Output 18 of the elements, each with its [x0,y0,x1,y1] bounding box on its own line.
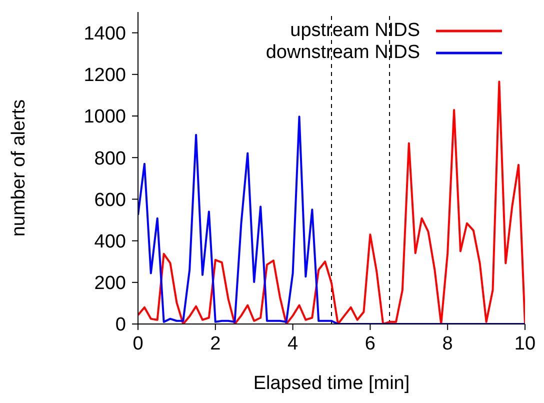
x-tick-label: 6 [364,333,376,354]
y-tick-label: 0 [115,314,126,336]
y-tick-label: 600 [94,190,126,211]
x-axis-title: Elapsed time [min] [253,373,410,394]
x-tick-label: 10 [514,333,536,354]
y-tick-label: 1200 [84,65,126,86]
legend-label: upstream NIDS [290,20,420,42]
y-tick-label: 200 [94,273,126,294]
legend-label: downstream NIDS [266,42,420,64]
y-tick-label: 400 [94,232,126,253]
x-tick-label: 0 [132,333,144,354]
x-tick-label: 4 [288,333,299,354]
x-tick-label: 8 [442,333,453,354]
x-tick-label: 2 [210,333,221,354]
y-tick-label: 1000 [84,106,126,128]
y-tick-label: 800 [94,148,126,170]
y-tick-label: 1400 [84,24,126,45]
y-axis-title: number of alerts [8,99,30,237]
